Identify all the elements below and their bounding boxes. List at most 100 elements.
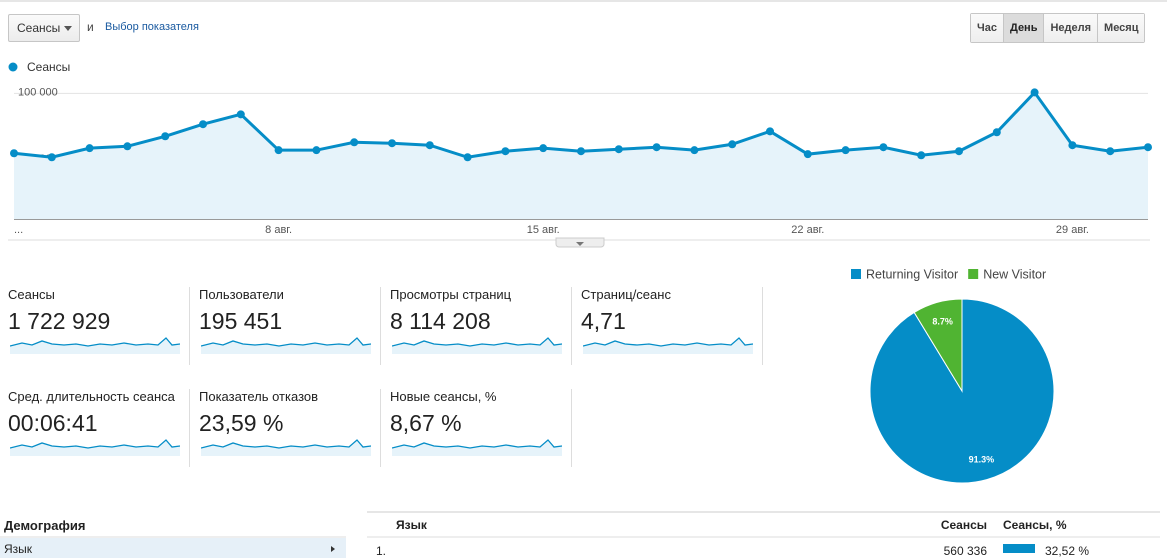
scorecard-value: 8,67 % <box>390 410 462 436</box>
scorecard[interactable]: Страниц/сеанс 4,71 <box>581 287 753 335</box>
point <box>350 138 359 147</box>
point <box>690 146 699 155</box>
point <box>1068 141 1077 150</box>
separator <box>189 287 190 365</box>
point <box>85 144 94 153</box>
period-button[interactable]: День <box>1002 14 1044 42</box>
table-share-bar <box>1003 544 1035 553</box>
point <box>1106 147 1115 156</box>
point <box>388 139 396 148</box>
period-button[interactable]: Неделя <box>1043 14 1098 42</box>
separator <box>762 287 763 365</box>
table-cell: 32,52 % <box>1045 544 1090 558</box>
sparkline <box>583 337 753 354</box>
point <box>123 142 132 151</box>
x-tick-label: 8 авг. <box>265 224 292 236</box>
metric-picker-link[interactable]: Выбор показателя <box>105 21 199 33</box>
point <box>199 120 207 129</box>
point <box>614 145 623 154</box>
point <box>463 153 472 162</box>
x-tick-label: 22 авг. <box>791 224 824 236</box>
point <box>274 146 283 155</box>
section-title: Демография <box>4 518 86 533</box>
table-header: Сеансы <box>940 518 987 532</box>
legend-label: New Visitor <box>983 267 1046 281</box>
scorecard-value: 23,59 % <box>199 410 284 436</box>
scorecard[interactable]: Сеансы 1 722 929 <box>8 287 180 335</box>
period-switch: Час День Неделя Месяц <box>970 13 1146 43</box>
scorecard[interactable]: Просмотры страниц 8 114 208 <box>390 287 562 335</box>
point <box>1030 88 1039 97</box>
sparkline <box>201 337 371 354</box>
point <box>501 147 510 156</box>
scorecard[interactable]: Новые сеансы, % 8,67 % <box>390 389 562 437</box>
legend-marker <box>968 269 979 279</box>
conjunction: и <box>87 20 94 34</box>
period-button[interactable]: Час <box>971 14 1003 42</box>
scorecard-label: Новые сеансы, % <box>390 389 497 404</box>
scorecard[interactable]: Сред. длительность сеанса 00:06:41 <box>8 389 180 437</box>
legend-label: Сеансы <box>27 60 70 74</box>
scorecard-label: Сред. длительность сеанса <box>8 389 175 404</box>
separator <box>189 389 190 467</box>
point <box>728 140 737 149</box>
point <box>803 150 812 159</box>
point <box>955 147 963 156</box>
y-tick-label: 100 000 <box>18 86 58 98</box>
sparkline <box>392 439 562 456</box>
separator <box>380 389 381 467</box>
table-cell: 560 336 <box>943 544 987 558</box>
x-tick-label: 15 авг. <box>527 224 560 236</box>
sparkline <box>10 337 180 354</box>
pie-label: 8.7% <box>932 316 953 326</box>
scorecard-label: Показатель отказов <box>199 389 319 404</box>
point <box>577 147 585 156</box>
point <box>652 143 661 152</box>
separator <box>571 287 572 365</box>
pie-label: 91.3% <box>969 454 995 464</box>
point <box>766 127 774 136</box>
scorecard[interactable]: Пользователи 195 451 <box>199 287 371 335</box>
separator <box>380 287 381 365</box>
scorecard-value: 1 722 929 <box>8 308 111 334</box>
table-header: Язык <box>396 518 427 532</box>
point <box>917 151 926 160</box>
point <box>312 146 321 155</box>
point <box>1144 143 1152 152</box>
legend-marker <box>8 62 18 72</box>
point <box>10 149 18 158</box>
point <box>879 143 888 152</box>
scorecard-label: Сеансы <box>8 287 55 302</box>
point <box>47 153 56 162</box>
x-tick-label: ... <box>14 224 23 236</box>
point <box>992 128 1001 137</box>
metric-select[interactable]: Сеансы <box>8 14 80 42</box>
legend-label: Returning Visitor <box>866 267 958 281</box>
period-button[interactable]: Месяц <box>1097 14 1145 42</box>
scorecard-value: 8 114 208 <box>390 308 491 334</box>
collapse-arrow <box>576 242 584 246</box>
demographics-item-label: Язык <box>4 542 33 556</box>
area <box>14 92 1148 219</box>
scorecard-value: 195 451 <box>199 308 283 334</box>
table-header: Сеансы, % <box>1003 518 1067 532</box>
scorecard-label: Пользователи <box>199 287 284 302</box>
table-cell: 1. <box>376 544 387 558</box>
point <box>539 144 548 153</box>
sparkline <box>201 439 371 456</box>
legend-marker <box>851 269 861 279</box>
scorecard-label: Просмотры страниц <box>390 287 512 302</box>
demographics-item[interactable]: Язык <box>0 538 346 558</box>
scorecard-label: Страниц/сеанс <box>581 287 671 302</box>
scorecard[interactable]: Показатель отказов 23,59 % <box>199 389 371 437</box>
point <box>161 132 170 141</box>
pie-slice <box>913 298 963 393</box>
point <box>425 141 434 150</box>
sparkline <box>10 439 180 456</box>
point <box>841 146 850 155</box>
sparkline <box>392 337 562 354</box>
metric-select-label: Сеансы <box>17 21 61 35</box>
point <box>236 110 245 119</box>
